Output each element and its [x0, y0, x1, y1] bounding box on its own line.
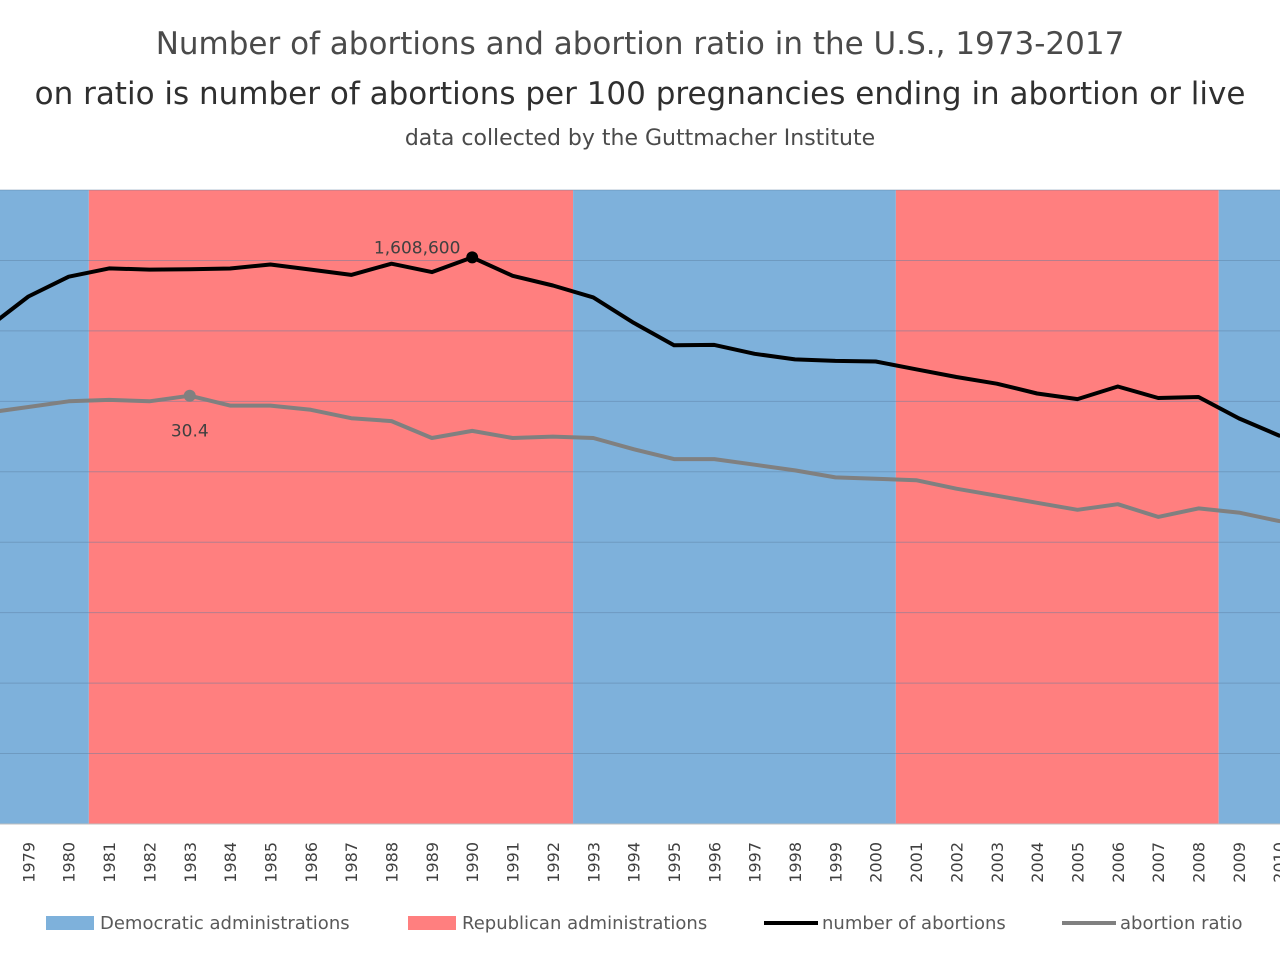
- series-lines: [0, 255, 1280, 524]
- chart-subtitle: on ratio is number of abortions per 100 …: [34, 76, 1246, 112]
- x-tick-2005: 2005: [1069, 842, 1088, 883]
- band-democratic-0: [0, 190, 89, 824]
- x-tick-1985: 1985: [261, 842, 280, 883]
- legend-label-ratio: abortion ratio: [1120, 912, 1243, 934]
- series-line-number-of-abortions: [0, 255, 1280, 438]
- x-tick-2003: 2003: [988, 842, 1007, 883]
- legend-swatch-republican: [408, 916, 456, 930]
- x-tick-1981: 1981: [100, 842, 119, 883]
- band-democratic-4: [1218, 190, 1280, 824]
- x-tick-2010: 2010: [1270, 842, 1280, 883]
- x-tick-2007: 2007: [1149, 842, 1168, 883]
- x-tick-2000: 2000: [867, 842, 886, 883]
- x-tick-2004: 2004: [1028, 842, 1047, 883]
- x-tick-1984: 1984: [221, 842, 240, 883]
- legend-item-republican: Republican administrations: [408, 905, 707, 941]
- x-tick-2006: 2006: [1109, 842, 1128, 883]
- x-tick-1991: 1991: [504, 842, 523, 883]
- band-democratic-2: [573, 190, 896, 824]
- legend-item-ratio: abortion ratio: [1062, 905, 1243, 941]
- x-tick-1988: 1988: [383, 842, 402, 883]
- data-label-1983: 30.4: [171, 422, 209, 442]
- data-label-1990: 1,608,600: [374, 238, 461, 258]
- x-tick-1986: 1986: [302, 842, 321, 883]
- chart-title: Number of abortions and abortion ratio i…: [155, 26, 1125, 62]
- legend-label-democratic: Democratic administrations: [100, 912, 350, 934]
- x-tick-1992: 1992: [544, 842, 563, 883]
- x-tick-2008: 2008: [1190, 842, 1209, 883]
- x-tick-1989: 1989: [423, 842, 442, 883]
- x-tick-1998: 1998: [786, 842, 805, 883]
- x-tick-2001: 2001: [907, 842, 926, 883]
- x-tick-1999: 1999: [826, 842, 845, 883]
- x-tick-1997: 1997: [746, 842, 765, 883]
- x-tick-1995: 1995: [665, 842, 684, 883]
- x-tick-1980: 1980: [60, 842, 79, 883]
- chart-legend: Democratic administrations Republican ad…: [0, 905, 1280, 941]
- chart-source-note: data collected by the Guttmacher Institu…: [404, 126, 876, 151]
- legend-item-democratic: Democratic administrations: [46, 905, 350, 941]
- x-axis-ticks: 1979 1980 1981 1982 1983 1984 1985 1986 1987 1988…: [19, 842, 1280, 883]
- x-tick-1990: 1990: [463, 842, 482, 883]
- legend-label-republican: Republican administrations: [462, 912, 708, 934]
- gridlines: [0, 189, 1280, 825]
- x-tick-2009: 2009: [1230, 842, 1249, 883]
- x-tick-1979: 1979: [19, 842, 38, 883]
- x-tick-1983: 1983: [181, 842, 200, 883]
- legend-swatch-democratic: [46, 916, 94, 930]
- x-tick-1993: 1993: [584, 842, 603, 883]
- x-tick-1996: 1996: [705, 842, 724, 883]
- administration-bands: [0, 190, 1280, 824]
- data-labels: 1,608,600 30.4: [171, 238, 479, 442]
- x-tick-2002: 2002: [947, 842, 966, 883]
- x-tick-1987: 1987: [342, 842, 361, 883]
- series-line-abortion-ratio: [0, 393, 1280, 524]
- legend-item-abortions: number of abortions: [764, 905, 1006, 941]
- data-point-1990: [466, 251, 479, 264]
- chart-title-block: Number of abortions and abortion ratio i…: [0, 0, 1280, 180]
- legend-label-abortions: number of abortions: [822, 912, 1006, 934]
- legend-swatch-abortions: [764, 921, 818, 925]
- data-point-1983: [183, 389, 196, 402]
- band-republican-1: [88, 190, 574, 824]
- legend-swatch-ratio: [1062, 921, 1116, 925]
- x-tick-1982: 1982: [140, 842, 159, 883]
- x-tick-1994: 1994: [625, 842, 644, 883]
